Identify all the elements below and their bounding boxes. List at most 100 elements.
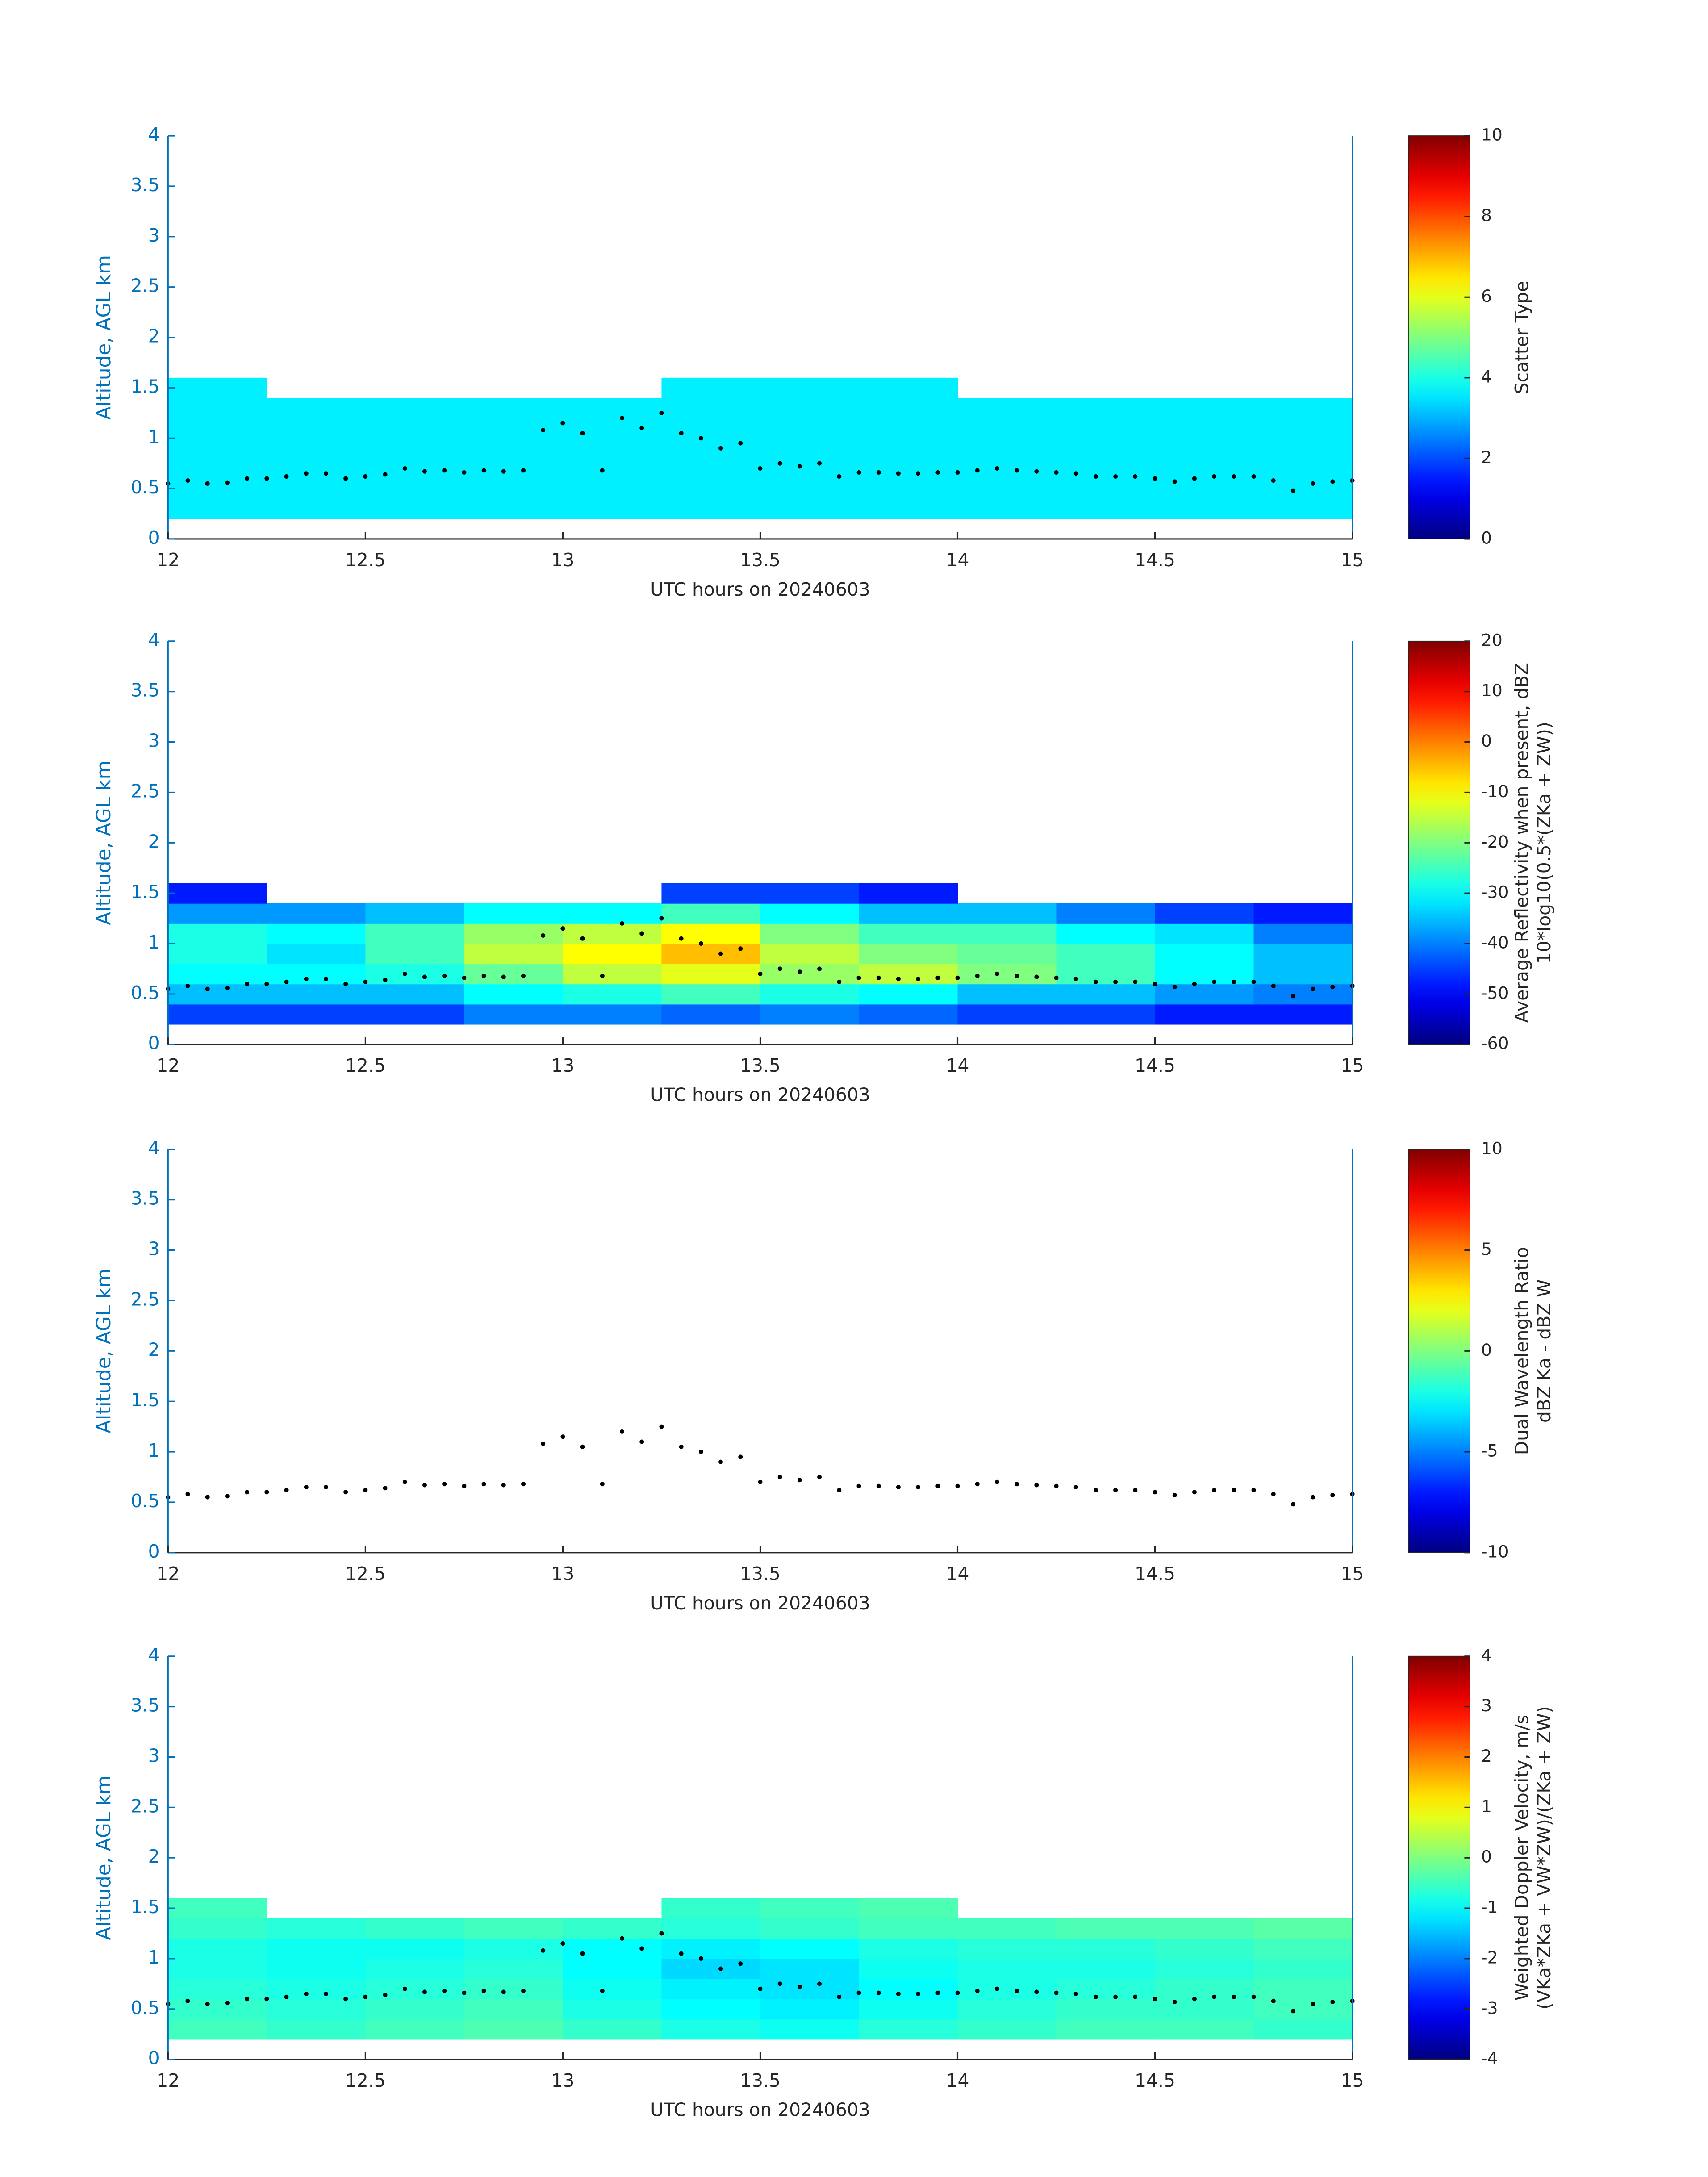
y-axis-label: Altitude, AGL km	[92, 255, 115, 420]
heatmap-cell	[563, 964, 662, 985]
data-point	[541, 933, 546, 938]
y-tick-label: 1	[148, 1440, 160, 1461]
data-point	[1290, 994, 1295, 999]
heatmap-cell	[1155, 923, 1254, 944]
x-tick-label: 12	[156, 2070, 180, 2091]
heatmap-cell	[760, 2019, 860, 2040]
heatmap-cell	[957, 1918, 1057, 1939]
data-point	[304, 471, 309, 476]
heatmap-cell	[661, 1999, 761, 2020]
heatmap-cell	[1056, 1938, 1156, 1959]
y-tick-label: 4	[148, 1137, 160, 1159]
heatmap-cell	[1253, 438, 1353, 459]
colorbar-tick-label: -10	[1481, 1542, 1508, 1561]
colorbar	[1408, 1149, 1470, 1553]
data-point	[856, 975, 861, 980]
y-axis-label: Altitude, AGL km	[92, 760, 115, 925]
x-tick-label: 12	[156, 1563, 180, 1584]
data-point	[975, 468, 980, 473]
data-point	[304, 977, 309, 982]
data-point	[521, 1482, 526, 1487]
x-axis-label: UTC hours on 20240603	[650, 1592, 870, 1614]
x-tick-label: 12	[156, 549, 180, 571]
heatmap-cell	[1155, 944, 1254, 965]
data-point	[738, 1454, 743, 1459]
heatmap-cell	[760, 923, 860, 944]
data-point	[1054, 1990, 1059, 1995]
data-point	[777, 1475, 782, 1479]
data-point	[383, 1486, 388, 1491]
heatmap-cell	[267, 964, 366, 985]
data-point	[284, 1994, 289, 1999]
y-tick-label: 3	[148, 1745, 160, 1766]
heatmap-cell	[365, 397, 465, 419]
y-tick-label: 1.5	[131, 881, 160, 903]
colorbar-tick-label: 1	[1481, 1797, 1492, 1816]
data-point	[600, 1989, 605, 1993]
heatmap-cell	[365, 1958, 465, 1980]
data-point	[1311, 986, 1315, 991]
heatmap-cell	[1056, 478, 1156, 499]
data-point	[1015, 974, 1019, 978]
colorbar-tick-label: -20	[1481, 832, 1508, 852]
heatmap-cell	[661, 1898, 761, 1919]
heatmap-cell	[760, 1979, 860, 2000]
data-point	[245, 476, 250, 481]
heatmap-cell	[1056, 984, 1156, 1005]
data-point	[1015, 1989, 1019, 1993]
data-point	[1212, 1488, 1217, 1492]
y-tick-label: 0	[148, 2047, 160, 2069]
data-point	[856, 470, 861, 475]
x-tick-label: 14	[946, 1055, 969, 1076]
data-point	[363, 1488, 368, 1492]
data-point	[462, 1483, 467, 1488]
data-point	[797, 464, 802, 469]
data-point	[1015, 468, 1019, 473]
data-point	[1133, 1994, 1138, 1999]
y-tick-label: 2.5	[131, 1795, 160, 1817]
heatmap-cell	[365, 944, 465, 965]
data-point	[245, 1997, 250, 2002]
data-point	[1054, 1483, 1059, 1488]
data-point	[1153, 1490, 1157, 1495]
data-point	[225, 480, 230, 485]
x-tick-label: 13.5	[740, 1055, 781, 1076]
x-tick-label: 13	[551, 549, 574, 571]
data-point	[442, 974, 447, 978]
x-tick-label: 13	[551, 2070, 574, 2091]
heatmap-cell	[168, 984, 267, 1005]
x-tick-label: 14	[946, 549, 969, 571]
data-point	[560, 1434, 565, 1439]
data-point	[777, 966, 782, 971]
heatmap-cell	[661, 1958, 761, 1980]
data-point	[955, 470, 960, 475]
heatmap-cell	[760, 944, 860, 965]
data-point	[758, 971, 763, 976]
heatmap-cell	[1056, 397, 1156, 419]
x-tick-label: 15	[1341, 1055, 1364, 1076]
y-tick-label: 2.5	[131, 780, 160, 802]
data-point	[876, 975, 881, 980]
panel: 0 0.5 1 1.5 2 2.5 3 3.5 4 12 12.5 13 13.5 14 14.5 15 UTC…	[92, 629, 1555, 1106]
heatmap-cell	[1056, 964, 1156, 985]
heatmap-cell	[760, 964, 860, 985]
data-point	[1113, 474, 1118, 479]
heatmap-cell	[563, 923, 662, 944]
heatmap-cell	[1155, 458, 1254, 479]
data-point	[323, 1991, 328, 1996]
heatmap-cell	[563, 397, 662, 419]
heatmap-cell	[1056, 1999, 1156, 2020]
x-tick-label: 12.5	[345, 1055, 386, 1076]
heatmap-cell	[760, 458, 860, 479]
data-point	[1251, 474, 1256, 479]
colorbar-tick-label: -40	[1481, 933, 1508, 953]
data-point	[1330, 1999, 1335, 2005]
heatmap-cell	[1155, 1999, 1254, 2020]
heatmap-cell	[168, 903, 267, 924]
heatmap-cell	[957, 458, 1057, 479]
heatmap-cell	[1056, 1958, 1156, 1980]
heatmap-cell	[661, 478, 761, 499]
heatmap-cell	[267, 944, 366, 965]
data-point	[343, 982, 348, 986]
colorbar-tick-label: 0	[1481, 528, 1492, 547]
